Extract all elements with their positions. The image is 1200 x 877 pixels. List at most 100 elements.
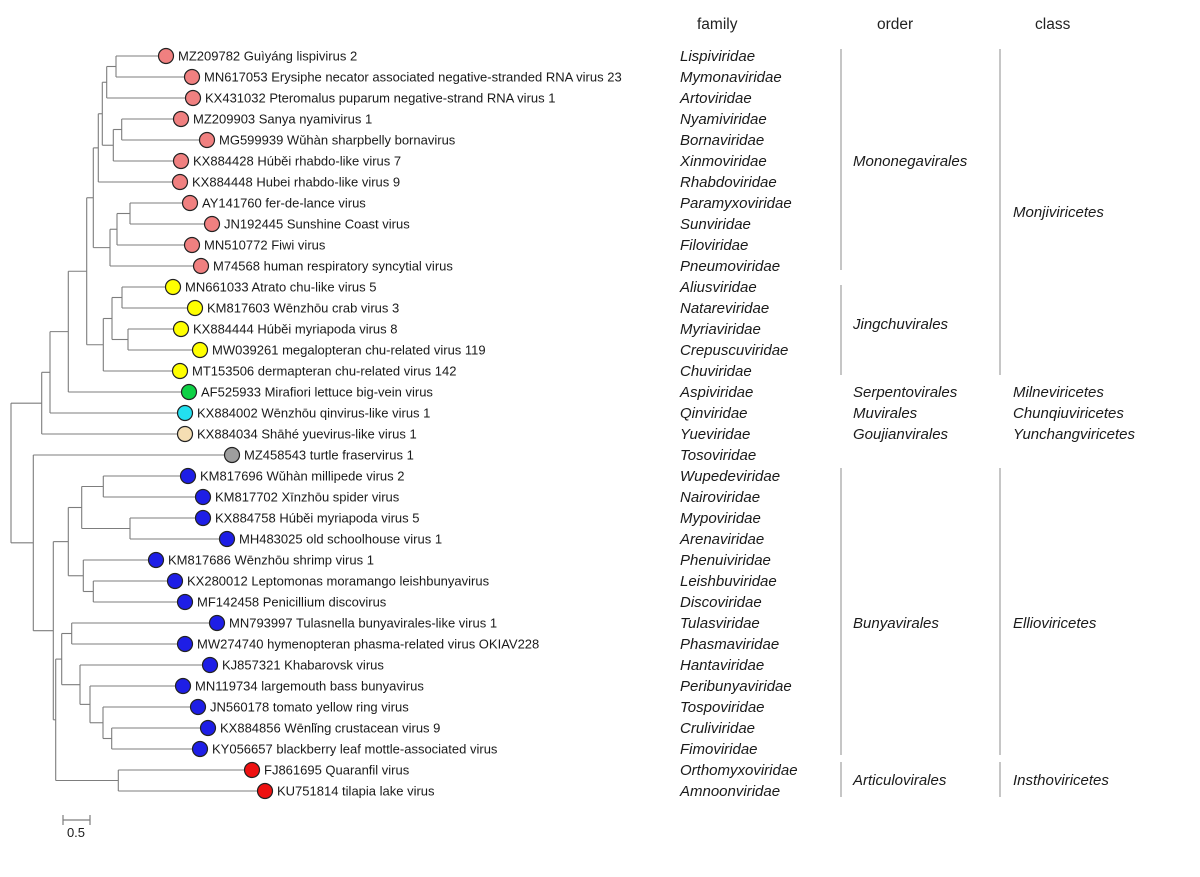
- tip-dot: [172, 320, 190, 338]
- order-name: Goujianvirales: [853, 426, 949, 443]
- tip-label: MH483025 old schoolhouse virus 1: [239, 532, 442, 547]
- family-name: Bornaviridae: [680, 132, 764, 149]
- tip-label: KX884856 Wēnlǐng crustacean virus 9: [220, 721, 440, 736]
- family-name: Chuviridae: [680, 363, 752, 380]
- class-name: Monjiviricetes: [1013, 204, 1104, 221]
- class-name: Milneviricetes: [1013, 384, 1104, 401]
- order-name: Jingchuvirales: [852, 316, 949, 333]
- tip-dot: [189, 698, 207, 716]
- family-name: Arenaviridae: [679, 531, 764, 548]
- family-name: Tosoviridae: [680, 447, 756, 464]
- class-name: Ellioviricetes: [1013, 615, 1097, 632]
- tip-label: MN510772 Fiwi virus: [204, 238, 326, 253]
- tip-dot: [164, 278, 182, 296]
- tip-nodes: [147, 47, 274, 800]
- tip-label: FJ861695 Quaranfil virus: [264, 763, 410, 778]
- tip-dot: [191, 740, 209, 758]
- family-name: Sunviridae: [680, 216, 751, 233]
- order-name: Articulovirales: [852, 772, 947, 789]
- tip-dot: [201, 656, 219, 674]
- family-name: Aspiviridae: [679, 384, 753, 401]
- tip-label: JN560178 tomato yellow ring virus: [210, 700, 409, 715]
- tip-dot: [147, 551, 165, 569]
- tip-dot: [172, 152, 190, 170]
- tip-label: MW039261 megalopteran chu-related virus …: [212, 343, 486, 358]
- family-name: Pneumoviridae: [680, 258, 780, 275]
- family-name: Mymonaviridae: [680, 69, 782, 86]
- tip-dot: [208, 614, 226, 632]
- family-name: Tospoviridae: [680, 699, 765, 716]
- tip-dot: [223, 446, 241, 464]
- tip-label: AY141760 fer-de-lance virus: [202, 196, 366, 211]
- family-column: Lispiviridae Mymonaviridae Artoviridae Nyam…: [679, 48, 798, 800]
- order-column: Mononegavirales Jingchuvirales Serpentovir…: [840, 49, 968, 797]
- class-name: Yunchangviricetes: [1013, 426, 1136, 443]
- order-column-header: order: [877, 16, 913, 33]
- family-name: Nairoviridae: [680, 489, 760, 506]
- family-name: Aliusviridae: [679, 279, 757, 296]
- tip-dot: [194, 488, 212, 506]
- family-name: Tulasviridae: [680, 615, 760, 632]
- tip-dot: [171, 362, 189, 380]
- tree-branches: [10, 55, 258, 792]
- tip-label: KM817702 Xīnzhōu spider virus: [215, 490, 400, 505]
- tip-label: MZ209903 Sanya nyamivirus 1: [193, 112, 372, 127]
- tip-label: MG599939 Wǔhàn sharpbelly bornavirus: [219, 133, 456, 148]
- order-name: Mononegavirales: [853, 153, 968, 170]
- tip-label: KX884002 Wēnzhōu qinvirus-like virus 1: [197, 406, 430, 421]
- tip-label: KU751814 tilapia lake virus: [277, 784, 435, 799]
- family-name: Lispiviridae: [680, 48, 755, 65]
- tip-dot: [179, 467, 197, 485]
- family-name: Peribunyaviridae: [680, 678, 792, 695]
- order-name: Muvirales: [853, 405, 918, 422]
- tip-label: KY056657 blackberry leaf mottle-associat…: [212, 742, 498, 757]
- tip-dot: [174, 677, 192, 695]
- family-name: Crepuscuviridae: [680, 342, 788, 359]
- family-name: Myriaviridae: [680, 321, 761, 338]
- family-name: Phenuiviridae: [680, 552, 771, 569]
- family-name: Phasmaviridae: [680, 636, 779, 653]
- family-name: Filoviridae: [680, 237, 748, 254]
- tip-dot: [194, 509, 212, 527]
- tip-label: KM817696 Wǔhàn millipede virus 2: [200, 469, 405, 484]
- family-name: Rhabdoviridae: [680, 174, 777, 191]
- class-name: Chunqiuviricetes: [1013, 405, 1124, 422]
- order-name: Serpentovirales: [853, 384, 958, 401]
- class-column: Monjiviricetes Milneviricetes Chunqiuviric…: [999, 49, 1136, 797]
- family-name: Nyamiviridae: [680, 111, 767, 128]
- family-name: Artoviridae: [679, 90, 752, 107]
- tip-dot: [183, 236, 201, 254]
- tip-label: JN192445 Sunshine Coast virus: [224, 217, 410, 232]
- tip-label: MT153506 dermapteran chu-related virus 1…: [192, 364, 456, 379]
- tip-dot: [191, 341, 209, 359]
- tip-label: KX884034 Shāhé yuevirus-like virus 1: [197, 427, 417, 442]
- scale-bar: 0.5: [62, 815, 91, 840]
- family-name: Hantaviridae: [680, 657, 764, 674]
- family-name: Leishbuviridae: [680, 573, 777, 590]
- tip-label: MN793997 Tulasnella bunyavirales-like vi…: [229, 616, 497, 631]
- tip-label: MZ458543 turtle fraservirus 1: [244, 448, 414, 463]
- order-name: Bunyavirales: [853, 615, 939, 632]
- family-name: Amnoonviridae: [679, 783, 780, 800]
- tip-dot: [192, 257, 210, 275]
- tip-label: MF142458 Penicillium discovirus: [197, 595, 387, 610]
- tip-dot: [172, 110, 190, 128]
- family-name: Paramyxoviridae: [680, 195, 792, 212]
- tip-label: MN661033 Atrato chu-like virus 5: [185, 280, 376, 295]
- tip-dot: [218, 530, 236, 548]
- tip-dot: [176, 425, 194, 443]
- tip-dot: [176, 635, 194, 653]
- class-name: Insthoviricetes: [1013, 772, 1109, 789]
- family-name: Wupedeviridae: [680, 468, 780, 485]
- tip-label: KX280012 Leptomonas moramango leishbunya…: [187, 574, 490, 589]
- scale-bar-label: 0.5: [67, 825, 85, 840]
- family-name: Natareviridae: [680, 300, 769, 317]
- tip-label: KM817686 Wēnzhōu shrimp virus 1: [168, 553, 374, 568]
- tip-label: KJ857321 Khabarovsk virus: [222, 658, 384, 673]
- family-column-header: family: [697, 16, 738, 33]
- tip-dot: [184, 89, 202, 107]
- family-name: Mypoviridae: [680, 510, 761, 527]
- tip-label: MZ209782 Guìyáng lispivirus 2: [178, 49, 357, 64]
- tip-dot: [198, 131, 216, 149]
